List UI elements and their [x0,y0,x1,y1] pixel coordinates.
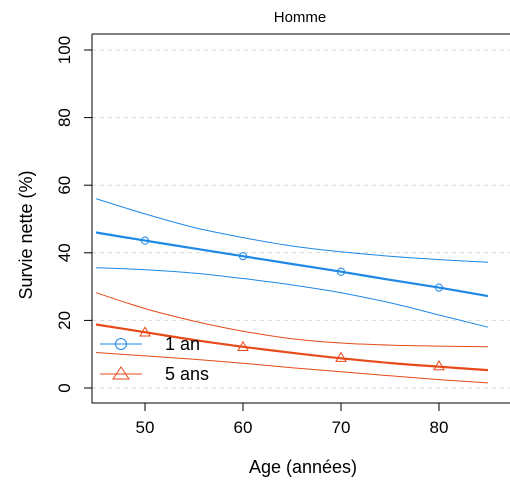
series-5-ans-ci-lower [95,352,489,384]
series-1-an-point [434,283,444,292]
series-1-an-point [140,236,150,245]
legend: 1 an 5 ans [100,334,209,384]
y-tick-label: 80 [55,108,74,127]
legend-5-ans-marker [112,366,130,380]
legend-5-ans-label: 5 ans [165,364,209,384]
series-1-an-line [95,231,489,298]
x-tick-label: 60 [234,418,253,437]
legend-1-an-label: 1 an [165,334,200,354]
grid-lines [92,49,510,389]
plot-frame [91,33,510,404]
y-tick-label: 60 [55,176,74,195]
series-1-an-point [238,252,248,261]
x-axis-label: Age (années) [249,457,357,477]
series-5-ans-ci-upper [95,292,489,348]
y-axis-label: Survie nette (%) [16,170,36,299]
y-tick-label: 20 [55,311,74,330]
series-5-ans-point [335,351,347,362]
y-tick-label: 0 [55,383,74,392]
axes: 50 60 70 80 0 20 40 60 80 100 [55,33,510,437]
series-5-ans-point [139,326,151,337]
series-5-ans-point [433,360,445,371]
series-1-an-point [336,267,346,276]
chart-title: Homme [274,9,327,26]
x-tick-label: 50 [136,418,155,437]
y-tick-label: 100 [55,36,74,64]
series-5-ans-point [237,340,249,352]
legend-1-an-marker [115,338,127,350]
x-tick-label: 70 [332,418,351,437]
y-tick-label: 40 [55,243,74,262]
series-5-ans-line [95,323,489,372]
series-layer [95,198,489,384]
x-tick-label: 80 [430,418,449,437]
series-1-an-ci-lower [95,267,489,328]
series-1-an-ci-upper [95,198,489,263]
